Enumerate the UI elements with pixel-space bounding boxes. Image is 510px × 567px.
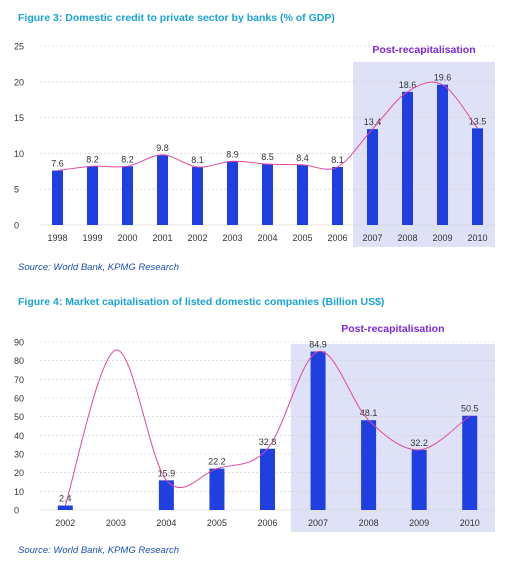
value-label: 8.9 — [226, 149, 239, 159]
figure-3-title: Figure 3: Domestic credit to private sec… — [18, 12, 335, 24]
bar — [87, 166, 98, 225]
figure-3-source: Source: World Bank, KPMG Research — [18, 262, 180, 273]
y-tick-label: 60 — [14, 394, 24, 404]
bar — [437, 84, 448, 225]
bar — [227, 161, 238, 225]
value-label: 8.5 — [261, 152, 274, 162]
value-label: 13.5 — [469, 116, 487, 126]
value-label: 84.9 — [309, 340, 327, 350]
bar — [297, 164, 308, 225]
value-label: 9.8 — [156, 143, 169, 153]
value-label: 8.1 — [191, 155, 204, 165]
value-label: 8.2 — [121, 154, 134, 164]
y-tick-label: 5 — [14, 185, 19, 195]
category-label: 2004 — [156, 518, 176, 528]
highlight-label: Post-recapitalisation — [372, 44, 475, 56]
y-tick-label: 80 — [14, 356, 24, 366]
value-label: 48.1 — [360, 408, 378, 418]
y-tick-label: 40 — [14, 431, 24, 441]
y-tick-label: 25 — [14, 42, 24, 52]
value-label: 19.6 — [434, 73, 452, 83]
y-tick-label: 10 — [14, 149, 24, 159]
bar — [262, 164, 273, 225]
value-label: 15.9 — [158, 468, 176, 478]
bar — [52, 170, 63, 225]
y-tick-label: 20 — [14, 77, 24, 87]
category-label: 2009 — [432, 233, 452, 243]
value-label: 8.2 — [86, 154, 99, 164]
category-label: 2001 — [152, 233, 172, 243]
y-tick-label: 0 — [14, 221, 19, 231]
value-label: 50.5 — [461, 404, 479, 414]
figure-4-source: Source: World Bank, KPMG Research — [18, 545, 180, 556]
y-tick-label: 0 — [14, 506, 19, 516]
y-tick-label: 30 — [14, 450, 24, 460]
bar — [402, 91, 413, 225]
category-label: 2010 — [460, 518, 480, 528]
y-tick-label: 90 — [14, 338, 24, 348]
y-tick-label: 50 — [14, 412, 24, 422]
category-label: 2006 — [327, 233, 347, 243]
category-label: 2000 — [117, 233, 137, 243]
category-label: 2007 — [308, 518, 328, 528]
value-label: 13.4 — [364, 117, 382, 127]
highlight-label: Post-recapitalisation — [341, 323, 444, 335]
bar — [332, 167, 343, 225]
y-tick-label: 15 — [14, 113, 24, 123]
market-cap-chart: Post-recapitalisation 0 10 20 30 40 50 60 70 80 90… — [14, 323, 495, 532]
value-label: 7.6 — [51, 159, 64, 169]
category-label: 2006 — [257, 518, 277, 528]
y-tick-label: 20 — [14, 468, 24, 478]
credit-chart: Post-recapitalisation 0 5 10 15 20 25 7.6 1998 8.… — [14, 42, 495, 247]
y-tick-label: 70 — [14, 375, 24, 385]
bar — [157, 154, 168, 225]
bar — [310, 351, 326, 510]
figure-4-title: Figure 4: Market capitalisation of liste… — [18, 296, 385, 308]
category-label: 2004 — [257, 233, 277, 243]
category-label: 2003 — [222, 233, 242, 243]
y-tick-label: 10 — [14, 487, 24, 497]
category-label: 2008 — [397, 233, 417, 243]
bar — [209, 468, 225, 510]
bar — [361, 420, 377, 510]
category-label: 2009 — [409, 518, 429, 528]
category-label: 2003 — [106, 518, 126, 528]
category-label: 2002 — [187, 233, 207, 243]
category-label: 2008 — [359, 518, 379, 528]
category-label: 2010 — [467, 233, 487, 243]
value-label: 8.4 — [296, 153, 309, 163]
bar — [192, 167, 203, 225]
bar — [158, 480, 174, 510]
value-label: 32.2 — [410, 438, 428, 448]
value-label: 2.4 — [59, 494, 72, 504]
value-label: 22.2 — [208, 457, 226, 467]
trend-line — [57, 81, 478, 172]
category-label: 1999 — [82, 233, 102, 243]
trend-line — [64, 349, 471, 506]
value-label: 18.6 — [399, 80, 417, 90]
category-label: 2002 — [55, 518, 75, 528]
category-label: 2005 — [207, 518, 227, 528]
bar — [472, 128, 483, 225]
value-label: 32.8 — [259, 437, 277, 447]
category-label: 2007 — [362, 233, 382, 243]
bar — [260, 448, 275, 510]
value-label: 8.1 — [331, 155, 344, 165]
bar — [367, 129, 378, 225]
bar — [411, 449, 427, 510]
category-label: 1998 — [47, 233, 67, 243]
bar — [462, 415, 478, 510]
bar — [57, 505, 73, 510]
bar — [122, 166, 133, 225]
category-label: 2005 — [292, 233, 312, 243]
